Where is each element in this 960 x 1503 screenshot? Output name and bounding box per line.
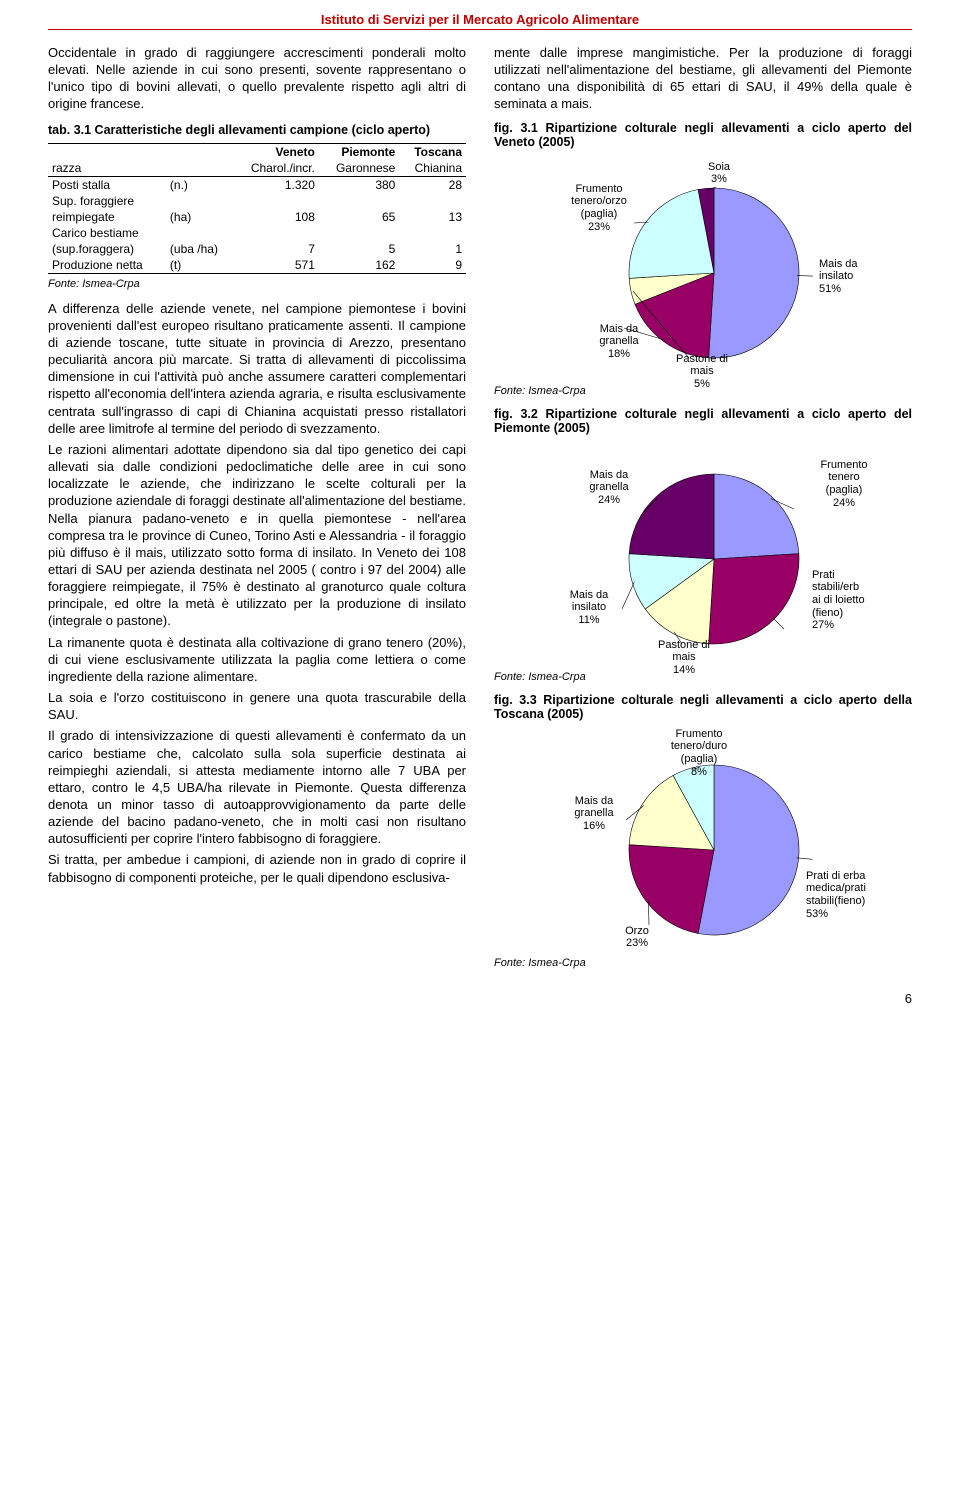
chart-source: Fonte: Ismea-Crpa (494, 957, 912, 969)
row-unit: (uba /ha) (166, 241, 233, 257)
pie-slice-label: Mais dagranella24% (574, 469, 644, 507)
table-title: tab. 3.1 Caratteristiche degli allevamen… (48, 123, 466, 137)
col-header: Toscana (399, 143, 466, 160)
cell: 571 (233, 257, 319, 274)
pie-slice-label: Pastone dimais5% (662, 353, 742, 391)
pie-chart-toscana: Prati di erbamedica/pratistabili(fieno)5… (494, 725, 912, 955)
fig-title: fig. 3.2 Ripartizione colturale negli al… (494, 407, 912, 435)
left-column: Occidentale in grado di raggiungere accr… (48, 44, 466, 979)
paragraph: A differenza delle aziende venete, nel c… (48, 300, 466, 437)
paragraph: La soia e l'orzo costituiscono in genere… (48, 689, 466, 723)
cell: 9 (399, 257, 466, 274)
paragraph: Le razioni alimentari adottate dipendono… (48, 441, 466, 630)
row-unit: (n.) (166, 176, 233, 193)
row-label: Carico bestiame (48, 225, 466, 241)
fig-title: fig. 3.1 Ripartizione colturale negli al… (494, 121, 912, 149)
pie-slice-label: Pastone dimais14% (644, 639, 724, 677)
pie-slice-label: Soia3% (699, 161, 739, 186)
pie-chart-piemonte: Frumentotenero(paglia)24% Pratistabili/er… (494, 439, 912, 669)
paragraph: Si tratta, per ambedue i campioni, di az… (48, 851, 466, 885)
cell: 380 (319, 176, 399, 193)
pie-chart-veneto: Mais dainsilato51%Mais dagranella18%Past… (494, 153, 912, 383)
right-column: mente dalle imprese mangimistiche. Per l… (494, 44, 912, 979)
cell: 1.320 (233, 176, 319, 193)
row-label: (sup.foraggera) (48, 241, 166, 257)
pie-slice-label: Mais dainsilato11% (554, 589, 624, 627)
row-label: reimpiegate (48, 209, 166, 225)
row-unit: (ha) (166, 209, 233, 225)
cell: 5 (319, 241, 399, 257)
paragraph: Occidentale in grado di raggiungere accr… (48, 44, 466, 113)
cell: 1 (399, 241, 466, 257)
pie-slice-label: Mais dainsilato51% (819, 258, 889, 296)
col-subheader: Chianina (399, 160, 466, 177)
fig-title: fig. 3.3 Ripartizione colturale negli al… (494, 693, 912, 721)
col-subheader: Charol./incr. (233, 160, 319, 177)
pie-slice-label: Frumentotenero(paglia)24% (804, 459, 884, 510)
cell: 13 (399, 209, 466, 225)
paragraph: mente dalle imprese mangimistiche. Per l… (494, 44, 912, 113)
pie-slice-label: Pratistabili/erbai di loietto(fieno)27% (812, 569, 897, 632)
paragraph: La rimanente quota è destinata alla colt… (48, 634, 466, 685)
table-source: Fonte: Ismea-Crpa (48, 278, 466, 290)
page-number: 6 (48, 991, 912, 1006)
row-label: Produzione netta (48, 257, 166, 274)
pie-slice-label: Frumentotenero/duro(paglia)8% (654, 728, 744, 779)
cell: 108 (233, 209, 319, 225)
paragraph: Il grado di intensivizzazione di questi … (48, 727, 466, 847)
page-header: Istituto di Servizi per il Mercato Agric… (48, 12, 912, 30)
table-3-1: Veneto Piemonte Toscana razza Charol./in… (48, 143, 466, 274)
col-header: Piemonte (319, 143, 399, 160)
row-label: Posti stalla (48, 176, 166, 193)
pie-slice-label: Mais dagranella16% (559, 795, 629, 833)
col-subheader: Garonnese (319, 160, 399, 177)
cell: 7 (233, 241, 319, 257)
row-unit: (t) (166, 257, 233, 274)
row-header: razza (48, 160, 166, 177)
cell: 28 (399, 176, 466, 193)
two-column-layout: Occidentale in grado di raggiungere accr… (48, 44, 912, 979)
row-label: Sup. foraggiere (48, 193, 466, 209)
col-header: Veneto (233, 143, 319, 160)
cell: 65 (319, 209, 399, 225)
pie-slice-label: Mais dagranella18% (584, 323, 654, 361)
pie-slice-label: Orzo23% (612, 925, 662, 950)
cell: 162 (319, 257, 399, 274)
pie-slice-label: Frumentotenero/orzo(paglia)23% (554, 183, 644, 234)
pie-slice-label: Prati di erbamedica/pratistabili(fieno)5… (806, 870, 901, 921)
